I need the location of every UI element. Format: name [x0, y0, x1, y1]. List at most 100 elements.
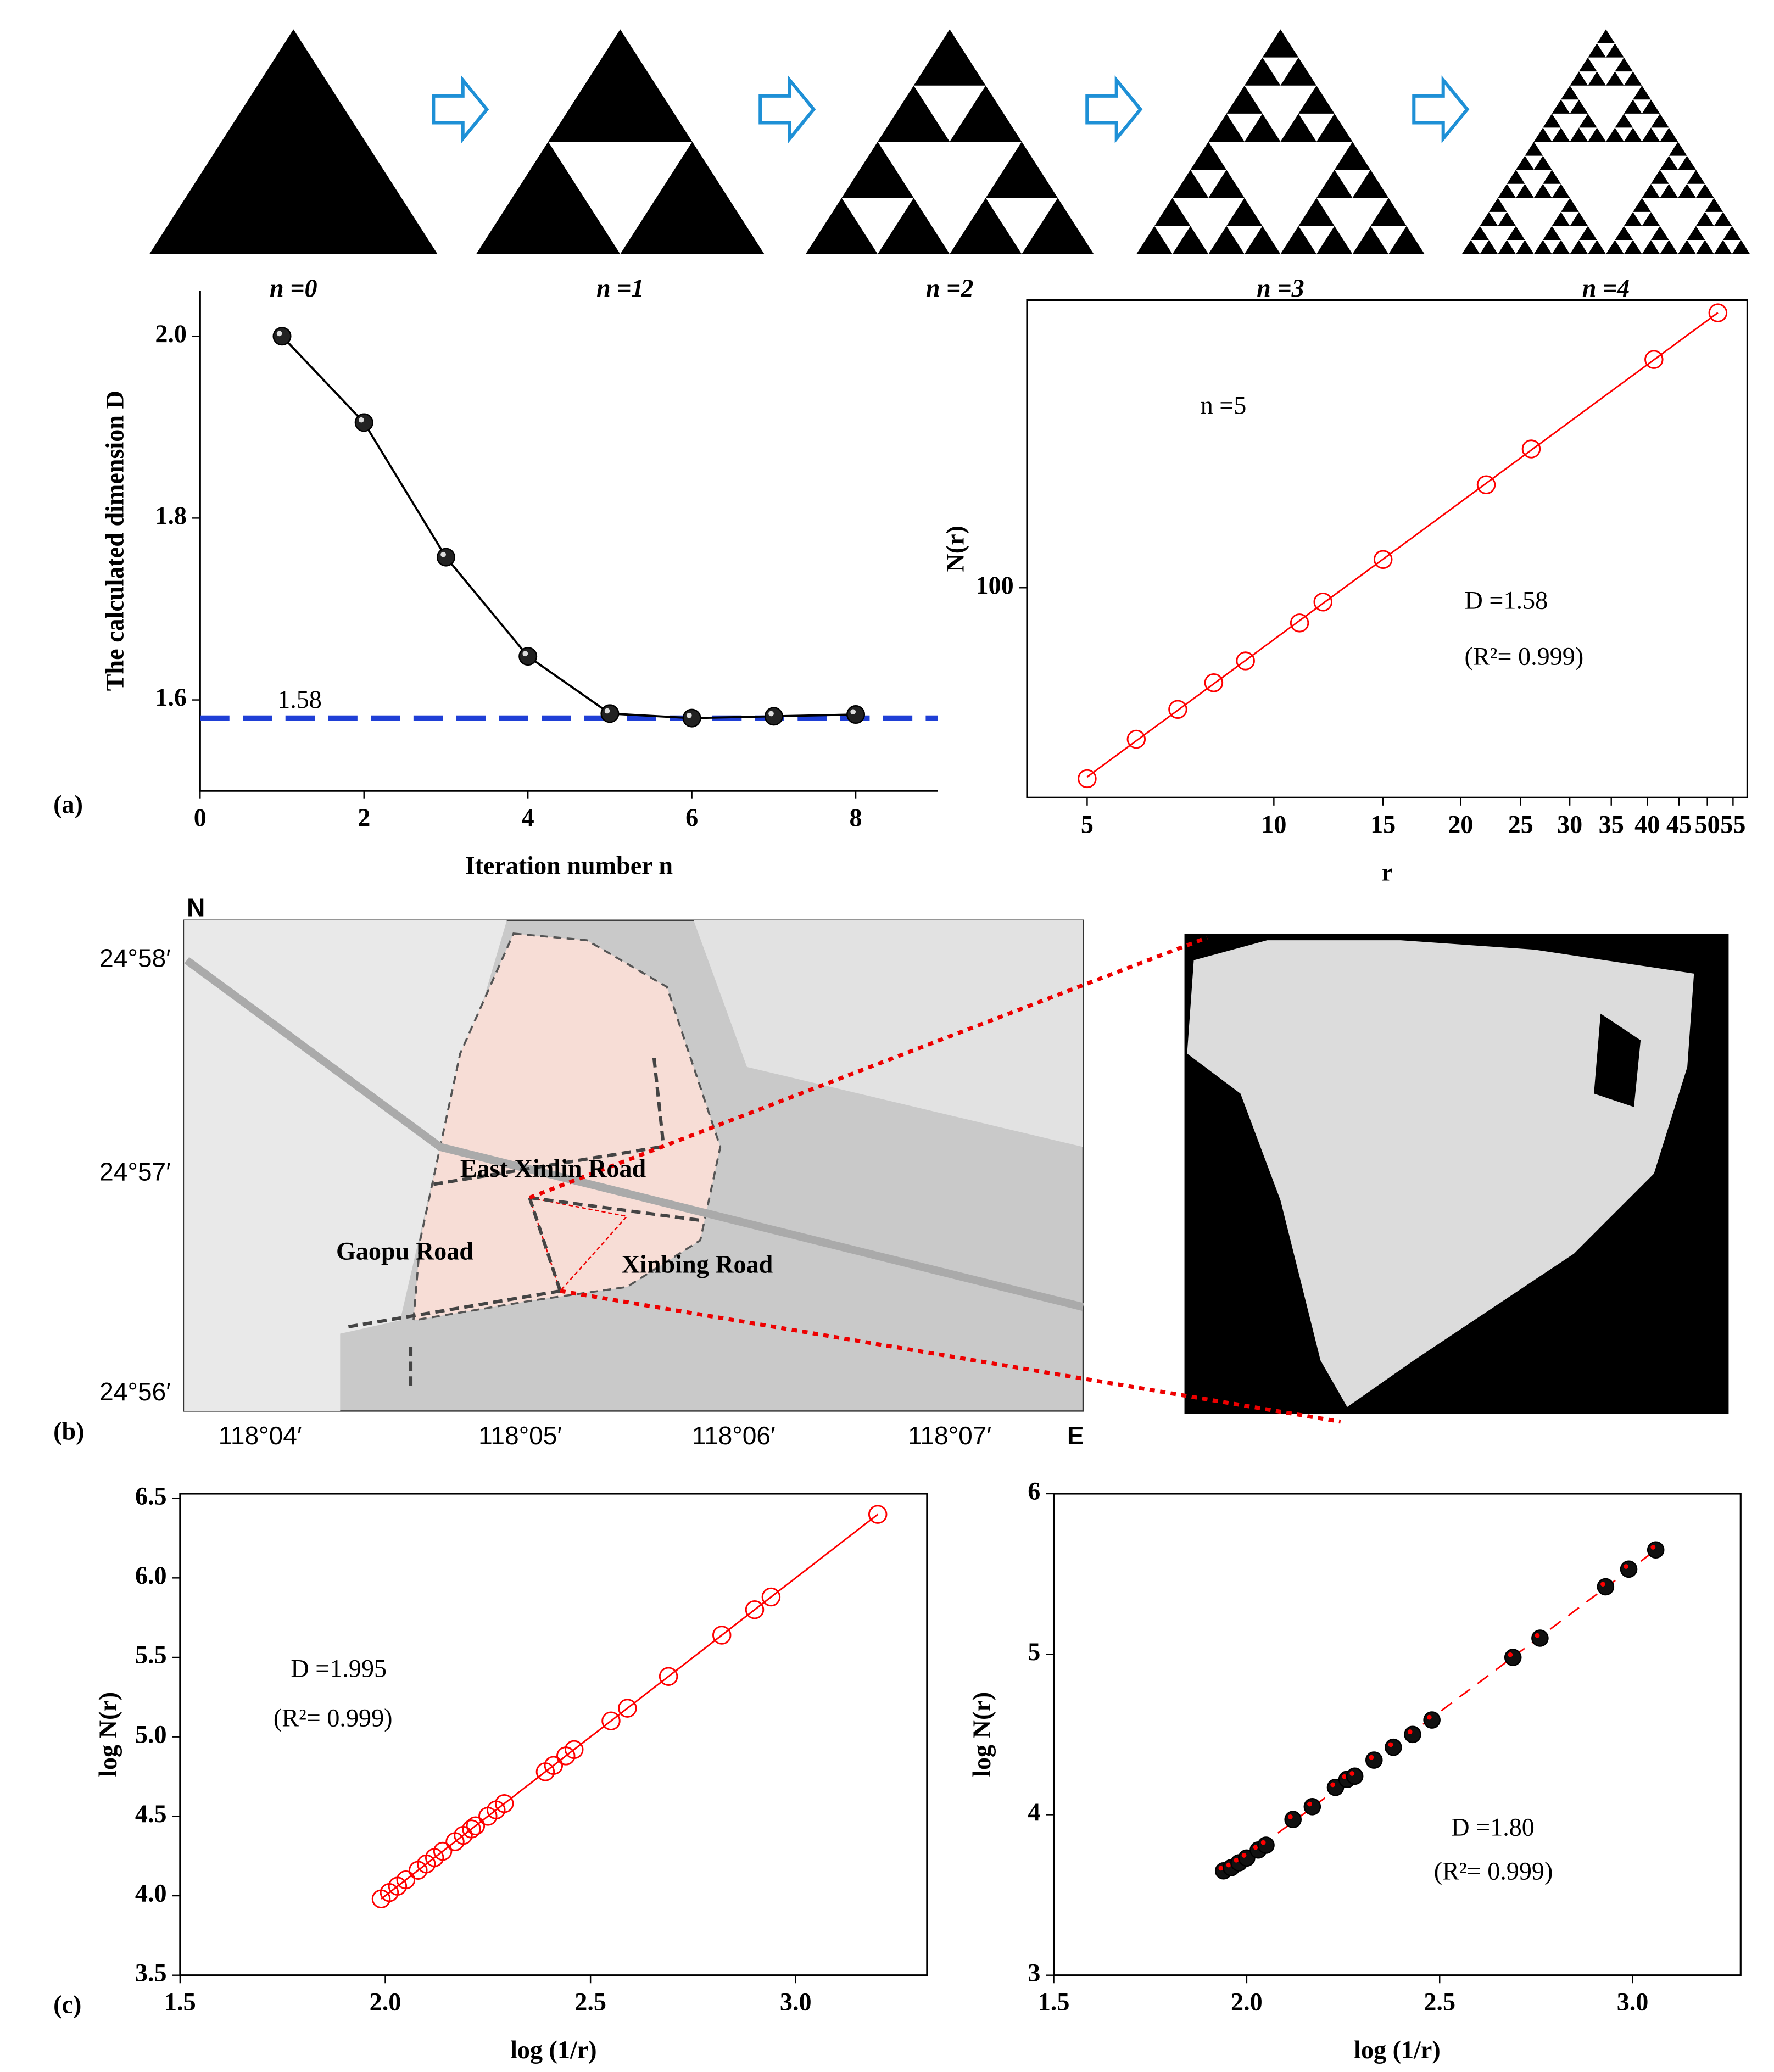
triangle: [1208, 226, 1245, 254]
highlight: [1241, 1853, 1247, 1858]
triangle: [1498, 240, 1516, 254]
triangle: [1578, 226, 1597, 241]
triangle: [1352, 170, 1389, 198]
iteration-label: n =1: [596, 274, 644, 302]
triangle: [1507, 226, 1525, 241]
highlight: [359, 417, 364, 423]
data-point: [682, 708, 701, 728]
triangle: [1678, 240, 1696, 254]
triangle: [1552, 127, 1570, 142]
data-point: [518, 647, 538, 666]
triangle: [1244, 57, 1281, 86]
highlight: [1349, 1771, 1355, 1776]
data-point: [1708, 303, 1728, 322]
data-point: [1521, 439, 1541, 459]
panel-label: (a): [53, 790, 83, 818]
y-axis-label: log N(r): [94, 1692, 122, 1777]
triangle: [1660, 127, 1678, 142]
x-tick-label: 8: [850, 803, 862, 831]
highlight: [440, 551, 446, 557]
triangle: [841, 142, 914, 198]
triangle: [1298, 198, 1335, 226]
highlight: [1342, 1774, 1347, 1779]
arrow: [1412, 75, 1470, 144]
data-point: [1257, 1836, 1275, 1854]
triangle: [1561, 198, 1579, 212]
triangle: [1388, 226, 1425, 254]
triangle: [1480, 211, 1498, 226]
x-tick-label: 55: [1720, 810, 1745, 838]
triangle: [1615, 226, 1633, 241]
y-tick-label: 1.6: [155, 683, 187, 711]
x-tick-label: 10: [1261, 810, 1286, 838]
highlight: [1624, 1564, 1629, 1569]
plot-frame: [179, 1493, 928, 1976]
triangle: [985, 142, 1058, 198]
highlight: [1388, 1742, 1393, 1747]
triangle: [1695, 211, 1714, 226]
x-axis-label: log (1/r): [1354, 2036, 1441, 2064]
triangle: [1695, 183, 1714, 198]
data-point: [1204, 673, 1224, 692]
triangle: [1570, 211, 1588, 226]
x-tick-label: 25: [1508, 810, 1533, 838]
triangle: [950, 198, 1022, 254]
data-point: [659, 1667, 678, 1686]
triangle: [1533, 240, 1552, 254]
triangle: [950, 85, 1022, 142]
highlight: [276, 331, 282, 337]
triangle: [1543, 226, 1561, 241]
triangle: [1226, 85, 1263, 114]
data-point: [712, 1626, 732, 1645]
y-axis-label: The calculated dimension D: [101, 390, 129, 691]
triangle: [805, 198, 878, 254]
triangle: [1154, 198, 1191, 226]
highlight: [1330, 1782, 1336, 1788]
highlight: [850, 709, 856, 715]
triangle: [1714, 240, 1732, 254]
triangle: [1588, 240, 1606, 254]
data-point: [272, 327, 292, 346]
x-tick-label: 2.0: [370, 1988, 401, 2016]
data-point: [745, 1600, 765, 1619]
route: [346, 1053, 701, 1387]
data-point: [1346, 1767, 1364, 1785]
triangle: [620, 142, 765, 254]
highlight: [1253, 1845, 1258, 1850]
data-point: [354, 413, 373, 432]
triangle: [1570, 71, 1588, 86]
x-tick-label: 1.5: [164, 1988, 196, 2016]
x-tick-label: 2.5: [1424, 1988, 1455, 2016]
reference-label: 1.58: [277, 685, 322, 713]
x-tick-label: 2: [358, 803, 370, 831]
data-point: [1236, 651, 1255, 671]
y-tick-label: 4.0: [135, 1879, 167, 1907]
triangle: [1533, 155, 1552, 170]
data-point: [601, 1711, 621, 1730]
data-point: [564, 1740, 584, 1760]
road-label: Xinbing Road: [622, 1250, 773, 1278]
triangle: [1316, 170, 1353, 198]
highlight: [686, 712, 692, 718]
annotation: D =1.995: [291, 1655, 387, 1683]
y-axis-label: log N(r): [968, 1692, 996, 1777]
highlight: [1508, 1652, 1513, 1657]
triangle: [1660, 183, 1678, 198]
data-point: [618, 1699, 637, 1718]
triangle: [1578, 113, 1597, 128]
y-tick-label: 3.5: [135, 1958, 167, 1986]
link-arrow: [528, 935, 1341, 1424]
x-axis-label: log (1/r): [510, 2036, 597, 2064]
triangle: [1190, 142, 1227, 170]
triangle: [1022, 198, 1094, 254]
annotation: (R²= 0.999): [1465, 642, 1584, 670]
data-point: [1476, 475, 1496, 495]
triangle: [1280, 57, 1316, 86]
y-tick-label: 1.8: [155, 501, 187, 529]
triangle: [1280, 226, 1316, 254]
triangle: [1208, 170, 1245, 198]
triangle: [1552, 99, 1570, 114]
triangle: [1597, 29, 1615, 44]
y-tick-label: 5: [1028, 1638, 1040, 1666]
arrow: [1085, 75, 1143, 144]
